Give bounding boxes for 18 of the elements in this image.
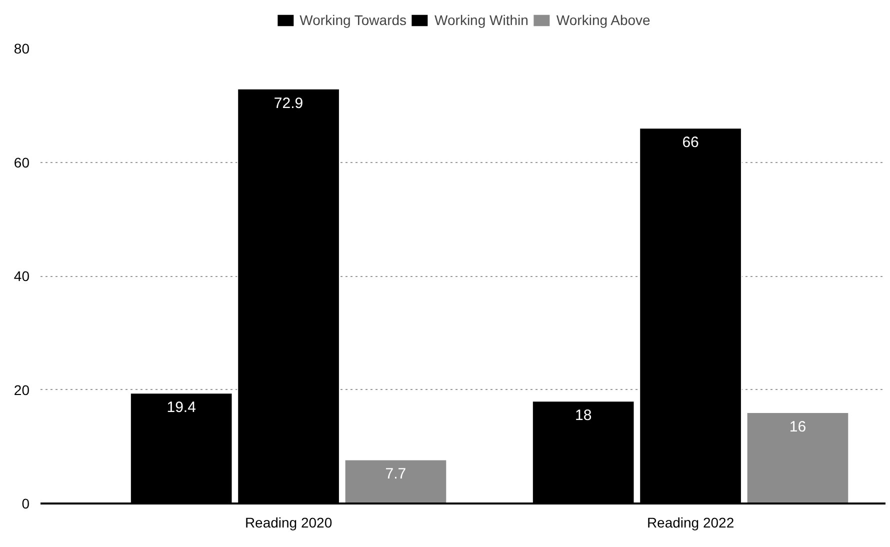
data-label: 7.7: [385, 466, 406, 483]
y-tick-label: 20: [14, 382, 30, 398]
y-tick-label: 60: [14, 154, 30, 170]
legend-label: Working Towards: [300, 12, 407, 28]
legend-label: Working Within: [434, 12, 528, 28]
data-label: 18: [574, 407, 592, 424]
y-tick-label: 80: [14, 40, 30, 56]
y-tick-label: 0: [22, 496, 30, 512]
bar: [344, 459, 448, 504]
bar: [746, 412, 850, 504]
legend-label: Working Above: [556, 12, 650, 28]
data-label: 66: [682, 134, 699, 152]
x-tick-label: Reading 2022: [646, 514, 734, 530]
data-label: 72.9: [274, 94, 304, 112]
x-tick-label: Reading 2020: [244, 514, 332, 530]
data-label: 16: [789, 418, 806, 436]
data-label: 19.4: [166, 399, 196, 416]
y-tick-label: 40: [14, 268, 30, 284]
